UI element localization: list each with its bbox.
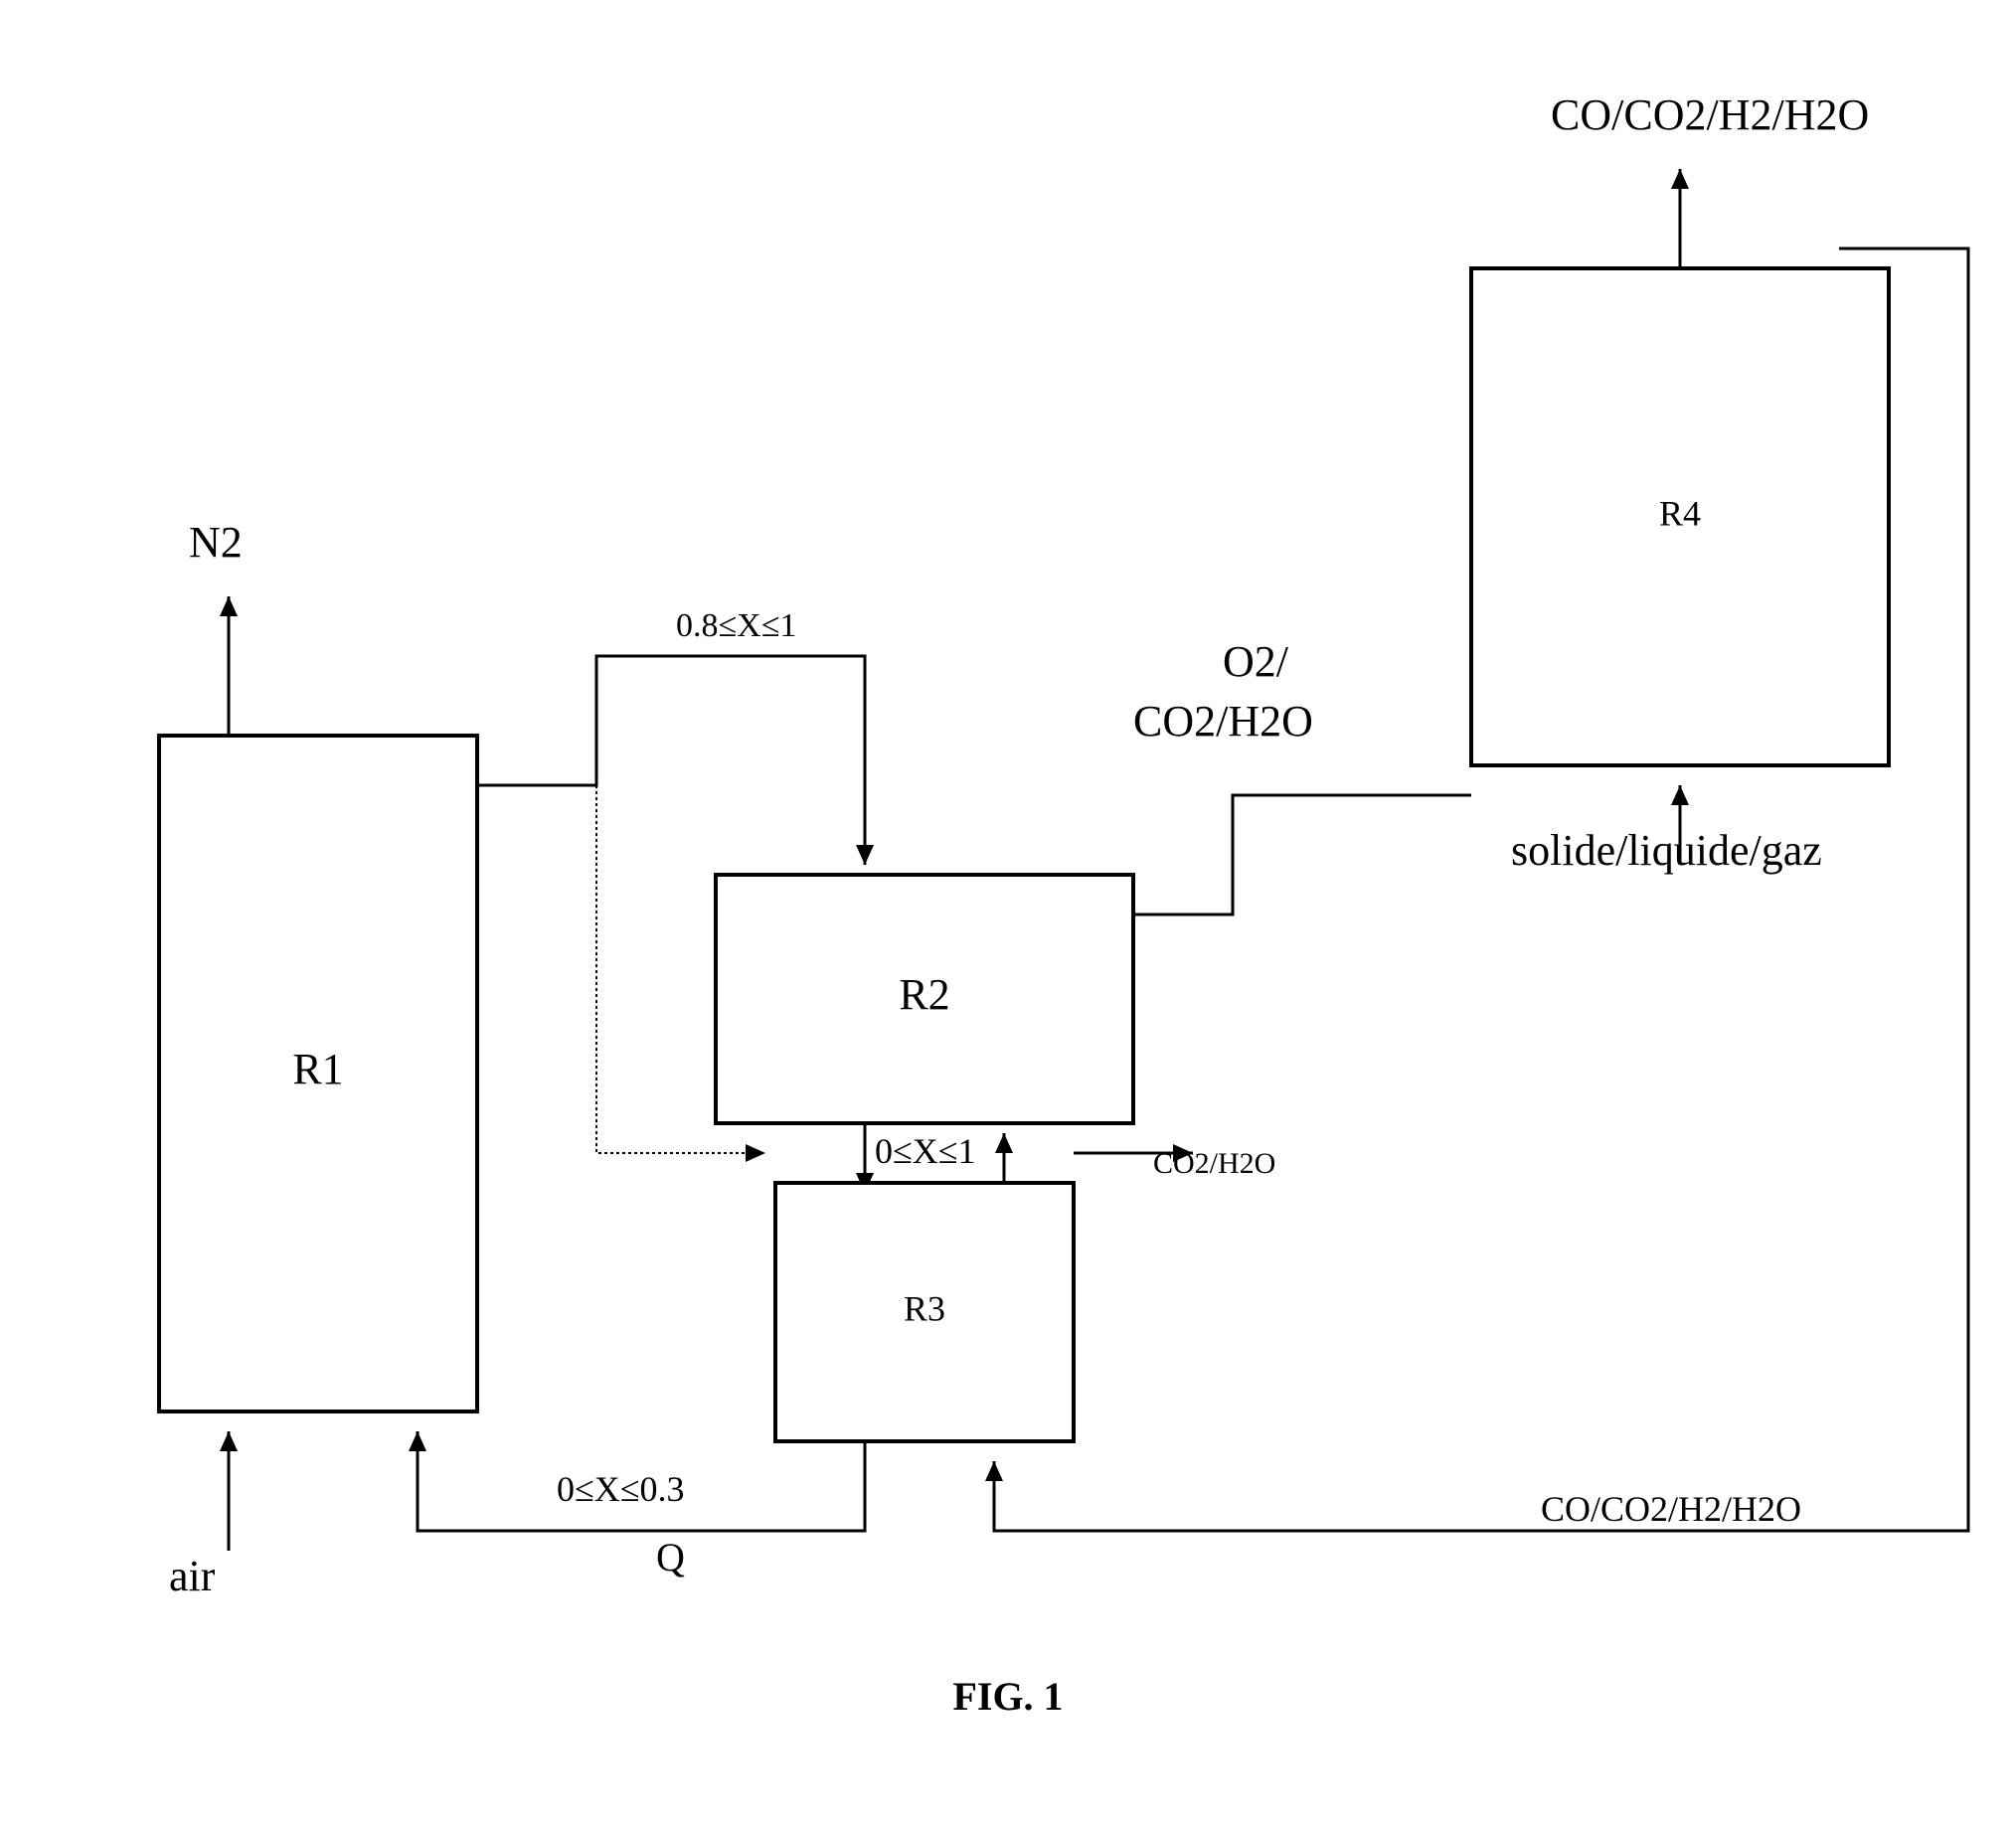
node-label-R3: R3 [904,1288,945,1328]
label-recycle: CO/CO2/H2/H2O [1541,1489,1801,1529]
figure-caption: FIG. 1 [952,1674,1063,1719]
label-co2_h2o_out: CO2/H2O [1153,1147,1275,1180]
label-x_0_1: 0≤X≤1 [875,1131,976,1171]
edge-R1_to_R2 [477,656,865,865]
label-Q: Q [656,1535,685,1579]
label-slg: solide/liquide/gaz [1511,826,1822,875]
node-label-R4: R4 [1659,493,1701,533]
label-o2_co2_h2o_a: O2/ [1223,637,1289,686]
label-n2_out: N2 [189,518,243,567]
label-x_08_1: 0.8≤X≤1 [676,607,796,644]
label-x_0_03: 0≤X≤0.3 [557,1469,685,1509]
node-label-R1: R1 [292,1045,343,1093]
label-air_in: air [169,1552,216,1600]
edge-R2_to_R4 [1133,795,1471,914]
label-o2_co2_h2o_b: CO2/H2O [1133,697,1313,746]
label-top_out: CO/CO2/H2/H2O [1551,90,1869,139]
node-label-R2: R2 [899,970,949,1019]
